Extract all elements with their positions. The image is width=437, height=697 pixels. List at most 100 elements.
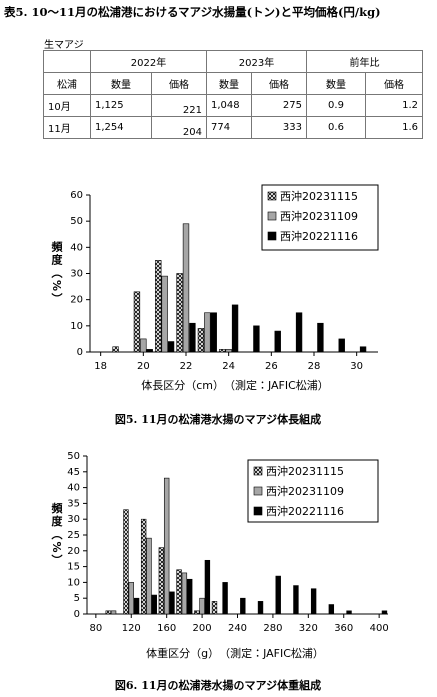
bar [381,610,388,615]
y-tick-label: 20 [67,546,80,557]
legend-swatch [267,211,277,221]
y-tick-label: 50 [70,216,83,227]
bar [151,594,157,615]
bar [155,260,162,353]
bar [225,349,232,353]
bar [295,312,303,353]
legend-swatch [253,486,263,496]
bar [199,597,205,615]
y-tick-label: 50 [67,451,80,462]
legend-label: 西沖20231109 [266,485,344,498]
bar [123,509,129,615]
x-tick-label: 280 [263,623,282,634]
x-tick-label: 200 [193,623,212,634]
bar [105,610,111,615]
bar [187,578,193,615]
bar [181,572,188,615]
legend-label: 西沖20221116 [266,505,344,518]
y-tick-label: 20 [70,295,83,306]
caption: 図5. 11月の松浦港水揚のマアジ体長組成 [115,412,321,426]
y-tick-label: 25 [67,530,80,541]
legend-label: 西沖20231115 [280,190,358,203]
bar [161,275,168,353]
bar [317,322,324,353]
bar [110,610,117,615]
x-tick-label: 320 [299,623,318,634]
y-tick-label: 0 [77,347,83,358]
table-cell: 0.6 [306,116,366,139]
y-tick-label: 30 [70,269,83,280]
legend-box [247,459,379,523]
bar [169,591,175,615]
bar [231,304,239,353]
bar [197,328,205,353]
y-tick-label: 10 [70,321,83,332]
table-cell: 1.6 [365,116,423,139]
x-tick-label: 400 [370,623,389,634]
bar [204,559,211,615]
bar [176,569,182,615]
data-table: 2022年 2023年 前年比 松浦 数量 価格 数量 価格 数量 価格 10月… [43,50,423,139]
bar [240,597,246,615]
y-tick-label: 40 [70,242,83,253]
bar [222,582,228,615]
x-axis-label: 体長区分（cm） （測定：JAFIC松浦） [141,378,329,392]
bar [133,597,140,615]
bar [219,349,226,353]
legend-box [261,184,379,251]
y-tick-label: 45 [67,467,80,478]
table-cell: 11月 [43,116,91,139]
bar [204,312,211,353]
y-tick-label: 60 [70,190,83,201]
legend-swatch [253,466,263,476]
legend-label: 西沖20231115 [266,465,344,478]
bar [189,322,196,353]
bar [293,585,299,615]
y-tick-label: 15 [67,562,80,573]
bar [253,325,260,353]
bar [274,330,281,353]
bar [310,588,317,615]
bar [338,338,345,353]
bar [112,346,119,353]
x-axis-label: 体重区分（g） （測定：JAFIC松浦） [146,646,324,660]
product-label: 生マアジ [44,40,84,51]
y-tick-label: 40 [67,483,80,494]
y-tick-label: 0 [74,609,80,620]
bar [140,338,147,353]
bar [275,575,281,615]
y-tick-label: 10 [67,577,80,588]
bar [359,346,367,353]
x-tick-label: 20 [137,361,150,372]
bar [328,604,335,615]
x-tick-label: 120 [122,623,141,634]
bar [211,601,218,615]
x-tick-label: 28 [308,361,321,372]
x-tick-label: 18 [94,361,107,372]
table-row: 10月 1,125 221 1,048 275 0.9 1.2 [43,94,423,117]
bar [346,610,352,615]
x-tick-label: 160 [157,623,176,634]
y-tick-label: 5 [74,593,80,604]
legend-swatch [253,506,263,516]
x-tick-label: 360 [334,623,353,634]
bar [210,312,217,353]
bar [140,518,147,615]
bar [146,537,152,615]
bar [133,291,141,353]
x-tick-label: 80 [89,623,102,634]
x-tick-label: 240 [228,623,247,634]
bar [167,341,175,353]
y-tick-label: 35 [67,498,80,509]
bar [158,547,165,615]
x-tick-label: 24 [222,361,235,372]
bar [128,582,134,615]
bar [176,273,183,353]
y-tick-label: 30 [67,514,80,525]
legend-label: 西沖20221116 [280,230,358,243]
x-tick-label: 26 [265,361,278,372]
legend-swatch [267,191,277,201]
